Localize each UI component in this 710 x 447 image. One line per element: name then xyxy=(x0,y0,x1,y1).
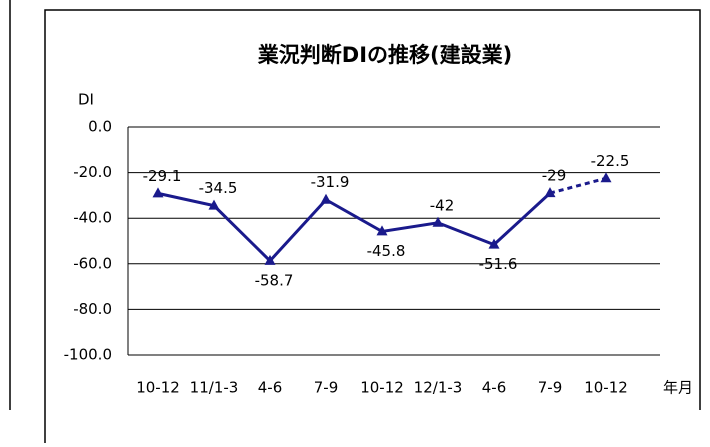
data-marker xyxy=(376,225,388,236)
data-label: -45.8 xyxy=(367,242,406,260)
data-marker xyxy=(208,199,220,210)
data-marker xyxy=(544,187,556,198)
y-tick-label: -20.0 xyxy=(73,163,112,181)
data-marker xyxy=(320,193,332,204)
x-tick-label: 4-6 xyxy=(482,379,507,397)
y-tick-label: 0.0 xyxy=(88,118,112,136)
data-label: -29.1 xyxy=(143,167,182,185)
data-line xyxy=(157,191,552,263)
x-tick-label: 7-9 xyxy=(314,379,339,397)
x-tick-label: 11/1-3 xyxy=(190,379,239,397)
data-label: -29 xyxy=(542,167,567,185)
x-tick-label: 10-12 xyxy=(584,379,628,397)
data-marker xyxy=(432,216,444,227)
chart-title: 業況判断DIの推移(建設業) xyxy=(258,43,512,67)
x-tick-label: 10-12 xyxy=(136,379,180,397)
data-label: -31.9 xyxy=(311,173,350,191)
data-label: -42 xyxy=(430,196,455,214)
data-marker xyxy=(488,238,500,249)
data-line-dashed xyxy=(549,176,607,195)
chart-frame xyxy=(44,9,701,443)
y-tick-label: -100.0 xyxy=(64,346,112,364)
y-axis-label: DI xyxy=(78,91,94,109)
data-marker xyxy=(264,254,276,265)
y-tick-label: -60.0 xyxy=(73,254,112,272)
x-axis-label: 年月 xyxy=(663,379,693,397)
data-label: -34.5 xyxy=(199,179,238,197)
y-tick-label: -40.0 xyxy=(73,209,112,227)
data-label: -22.5 xyxy=(591,152,630,170)
data-label: -51.6 xyxy=(479,255,518,273)
y-tick-label: -80.0 xyxy=(73,300,112,318)
x-tick-label: 4-6 xyxy=(258,379,283,397)
x-tick-label: 12/1-3 xyxy=(414,379,463,397)
x-tick-label: 10-12 xyxy=(360,379,404,397)
x-tick-label: 7-9 xyxy=(538,379,563,397)
data-marker xyxy=(600,172,612,183)
data-marker xyxy=(152,187,164,198)
data-label: -58.7 xyxy=(255,271,294,289)
